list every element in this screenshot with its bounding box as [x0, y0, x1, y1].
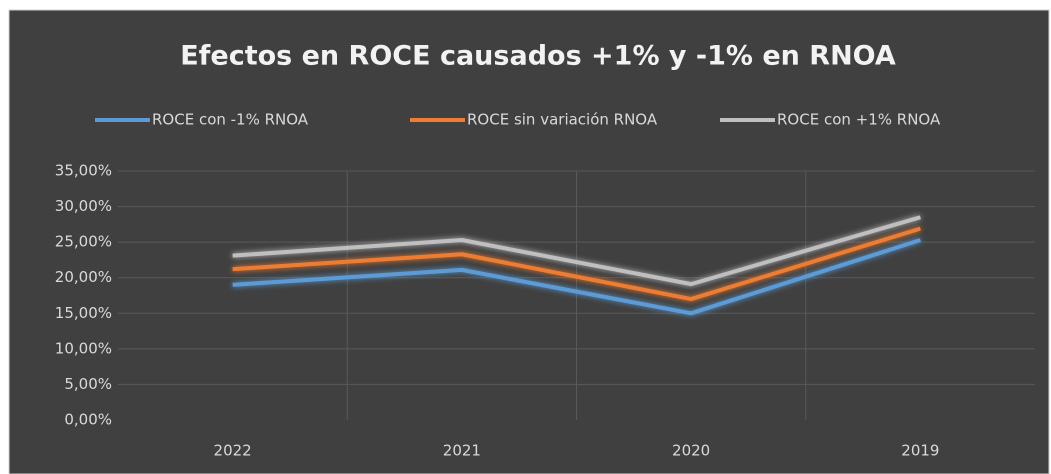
- legend-label: ROCE sin variación RNOA: [467, 111, 658, 129]
- x-tick-label: 2020: [672, 442, 710, 460]
- y-tick-label: 15,00%: [55, 304, 112, 322]
- y-tick-label: 35,00%: [55, 162, 112, 180]
- series-line: [232, 238, 921, 316]
- y-tick-label: 20,00%: [55, 268, 112, 286]
- x-tick-label: 2019: [901, 442, 939, 460]
- x-tick-label: 2021: [443, 442, 481, 460]
- y-tick-label: 5,00%: [64, 375, 112, 393]
- series-line: [232, 226, 921, 302]
- y-tick-label: 25,00%: [55, 233, 112, 251]
- series-line: [232, 215, 921, 287]
- y-tick-label: 30,00%: [55, 197, 112, 215]
- y-tick-label: 10,00%: [55, 339, 112, 357]
- chart-title: Efectos en ROCE causados +1% y -1% en RN…: [180, 41, 896, 72]
- y-tick-label: 0,00%: [64, 411, 112, 429]
- x-tick-label: 2022: [214, 442, 252, 460]
- legend-label: ROCE con -1% RNOA: [152, 111, 309, 129]
- legend-label: ROCE con +1% RNOA: [777, 111, 941, 129]
